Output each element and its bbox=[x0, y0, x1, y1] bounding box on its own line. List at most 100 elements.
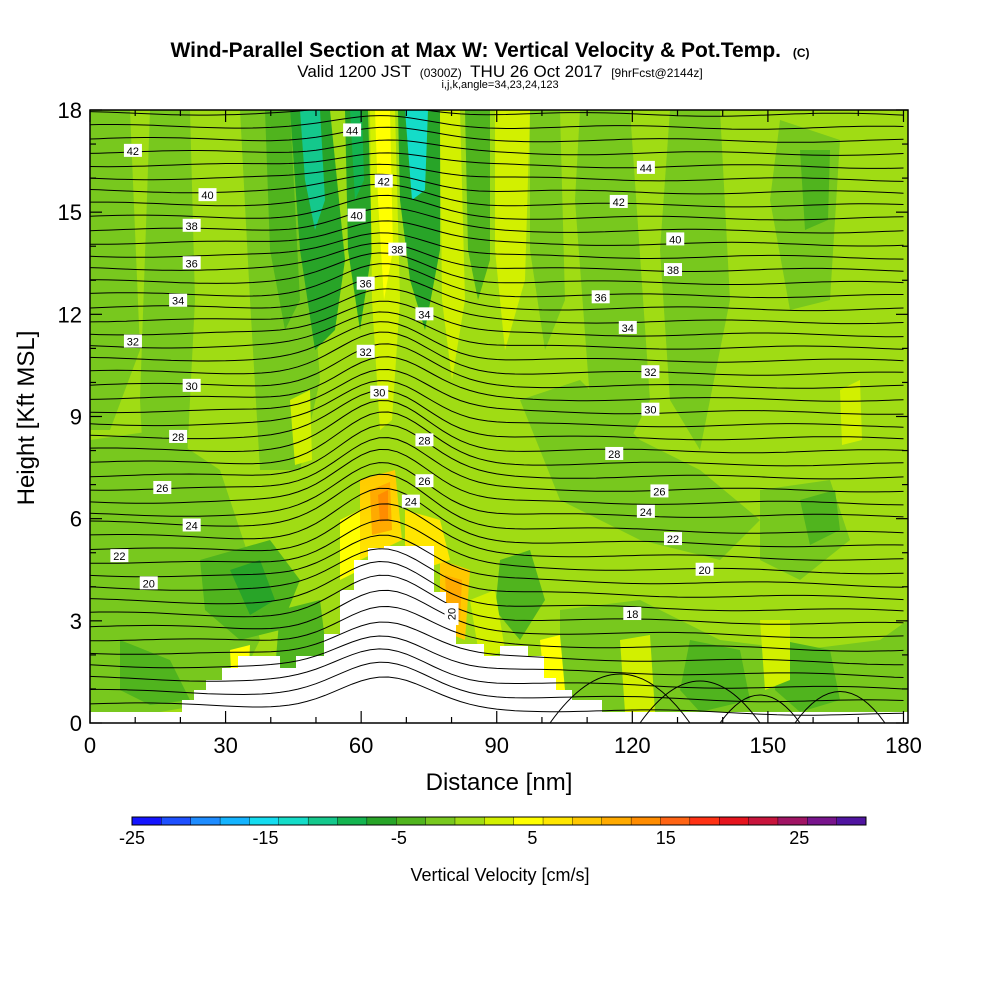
contour-label: 26 bbox=[650, 484, 669, 498]
x-tick-label: 90 bbox=[484, 733, 508, 758]
isentrope-line bbox=[90, 487, 904, 548]
colorbar-swatch bbox=[689, 816, 720, 826]
title-mark: (C) bbox=[793, 46, 810, 60]
contour-label-text: 20 bbox=[699, 565, 711, 577]
contour-label: 24 bbox=[401, 494, 420, 509]
isentrope-line bbox=[90, 207, 904, 234]
isentrope-line bbox=[90, 183, 904, 208]
isentrope-line bbox=[90, 173, 904, 195]
colorbar-tick-label: 5 bbox=[527, 828, 537, 848]
y-tick-label: 9 bbox=[70, 405, 82, 430]
isentrope-line bbox=[90, 356, 904, 402]
colorbar-tick-label: -5 bbox=[391, 828, 407, 848]
isentrope-line bbox=[719, 694, 801, 723]
contour-label: 44 bbox=[343, 123, 362, 137]
colorbar-ticks: -25 -15 -5 5 15 25 bbox=[119, 828, 809, 848]
contour-label: 36 bbox=[182, 256, 201, 270]
contour-label-box bbox=[663, 532, 682, 546]
contour-label-box bbox=[605, 446, 624, 460]
y-tick-label: 0 bbox=[70, 711, 82, 736]
isentrope-line bbox=[90, 462, 904, 518]
x-tick-label: 150 bbox=[750, 733, 787, 758]
isentrope-line bbox=[90, 605, 904, 652]
contour-label-text: 26 bbox=[653, 486, 665, 498]
colorbar-swatch bbox=[630, 816, 661, 826]
isentrope-line bbox=[90, 648, 904, 690]
contour-label-text: 28 bbox=[418, 435, 430, 447]
isentrope-line bbox=[90, 411, 904, 467]
isentrope-line bbox=[90, 548, 904, 601]
contour-label: 40 bbox=[666, 232, 685, 246]
colorbar-swatch bbox=[836, 816, 867, 826]
y-axis-label: Height [Kft MSL] bbox=[13, 331, 40, 506]
colorbar-label: Vertical Velocity [cm/s] bbox=[410, 865, 589, 885]
contour-label-text: 24 bbox=[640, 507, 652, 519]
contour-label: 18 bbox=[623, 607, 642, 621]
subtitle-forecast: [9hrFcst@2144z] bbox=[611, 66, 703, 80]
contour-label-text: 42 bbox=[613, 197, 625, 209]
contour-label: 44 bbox=[636, 160, 655, 175]
colorbar-swatch bbox=[777, 816, 808, 826]
contour-label-box bbox=[198, 188, 217, 202]
contour-label-text: 44 bbox=[346, 125, 358, 137]
x-axis: 0 30 60 90 120 150 180 bbox=[84, 110, 922, 758]
contour-label-box bbox=[347, 208, 366, 222]
contour-label-box bbox=[388, 242, 407, 256]
contour-label-text: 34 bbox=[172, 296, 184, 308]
contour-label-text: 32 bbox=[127, 337, 139, 349]
contour-label: 40 bbox=[347, 208, 366, 223]
subtitle-date: THU 26 Oct 2017 bbox=[470, 62, 602, 81]
y-tick-label: 6 bbox=[70, 507, 82, 532]
isentrope-line bbox=[794, 691, 886, 723]
terrain-mask bbox=[90, 546, 908, 723]
contour-label-text: 36 bbox=[360, 279, 372, 291]
colorbar-tick-label: -15 bbox=[252, 828, 278, 848]
colorbar bbox=[131, 816, 867, 826]
contour-label: 36 bbox=[356, 276, 375, 291]
contour-labels: 44 42 42 44 40 42 40 38 40 38 36 38 36 36 34 34 34 32 32 32… bbox=[110, 123, 714, 626]
isentrope-line bbox=[549, 673, 691, 723]
contour-label-box bbox=[182, 256, 201, 270]
colorbar-swatch bbox=[601, 816, 632, 826]
isentrope-line bbox=[90, 661, 904, 703]
isentrope-line bbox=[90, 473, 904, 534]
colorbar-swatch bbox=[131, 816, 162, 826]
contour-label-box bbox=[641, 365, 660, 379]
colorbar-swatch bbox=[278, 816, 309, 826]
colorbar-swatch bbox=[396, 816, 427, 826]
isentrope-line bbox=[90, 152, 904, 169]
contour-label-box bbox=[153, 481, 172, 495]
contour-label: 42 bbox=[374, 174, 393, 189]
contour-label-text: 22 bbox=[667, 534, 679, 546]
colorbar-swatch bbox=[337, 816, 368, 826]
contour-label: 38 bbox=[663, 263, 682, 277]
contour-label-box bbox=[636, 160, 655, 174]
contour-label: 30 bbox=[641, 402, 660, 417]
contour-label: 28 bbox=[169, 429, 188, 444]
contour-label-box bbox=[663, 263, 682, 277]
chart-title: Wind-Parallel Section at Max W: Vertical… bbox=[170, 39, 809, 62]
isentrope-line bbox=[90, 263, 904, 299]
contour-label-text: 24 bbox=[405, 497, 417, 509]
subtitle-valid: Valid 1200 JST bbox=[297, 62, 411, 81]
contour-label-text: 38 bbox=[186, 221, 198, 233]
y-tick-label: 12 bbox=[58, 302, 82, 327]
colorbar-tick-label: -25 bbox=[119, 828, 145, 848]
colorbar-swatch bbox=[190, 816, 221, 826]
isentrope-line bbox=[90, 534, 904, 588]
isentrope-line bbox=[90, 220, 904, 247]
contour-label-box bbox=[415, 433, 434, 447]
contour-label-text: 38 bbox=[391, 245, 403, 257]
contour-label-text: 32 bbox=[360, 347, 372, 359]
contour-label: 40 bbox=[198, 188, 217, 202]
contour-label-box bbox=[139, 576, 158, 590]
isentrope-line bbox=[90, 194, 904, 221]
contour-label-box bbox=[650, 484, 669, 498]
contour-label-box bbox=[343, 123, 362, 137]
x-axis-label: Distance [nm] bbox=[426, 769, 573, 796]
contour-label: 38 bbox=[182, 218, 201, 233]
isentrope-line bbox=[90, 96, 904, 104]
x-tick-label: 0 bbox=[84, 733, 96, 758]
isentrope-line bbox=[90, 275, 904, 312]
